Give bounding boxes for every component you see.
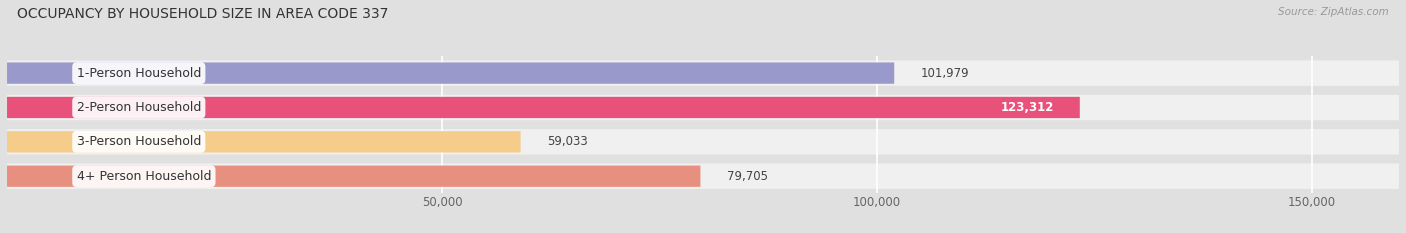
Text: 2-Person Household: 2-Person Household xyxy=(77,101,201,114)
FancyBboxPatch shape xyxy=(7,95,1399,120)
Text: Source: ZipAtlas.com: Source: ZipAtlas.com xyxy=(1278,7,1389,17)
FancyBboxPatch shape xyxy=(7,166,700,187)
FancyBboxPatch shape xyxy=(7,62,894,84)
Text: 59,033: 59,033 xyxy=(547,135,588,148)
Text: 123,312: 123,312 xyxy=(1000,101,1053,114)
Text: OCCUPANCY BY HOUSEHOLD SIZE IN AREA CODE 337: OCCUPANCY BY HOUSEHOLD SIZE IN AREA CODE… xyxy=(17,7,388,21)
Text: 3-Person Household: 3-Person Household xyxy=(77,135,201,148)
FancyBboxPatch shape xyxy=(7,60,1399,86)
FancyBboxPatch shape xyxy=(7,131,520,152)
Text: 4+ Person Household: 4+ Person Household xyxy=(77,170,211,183)
FancyBboxPatch shape xyxy=(7,164,1399,189)
Text: 79,705: 79,705 xyxy=(727,170,768,183)
FancyBboxPatch shape xyxy=(7,97,1080,118)
FancyBboxPatch shape xyxy=(7,129,1399,154)
Text: 1-Person Household: 1-Person Household xyxy=(77,67,201,80)
Text: 101,979: 101,979 xyxy=(921,67,969,80)
